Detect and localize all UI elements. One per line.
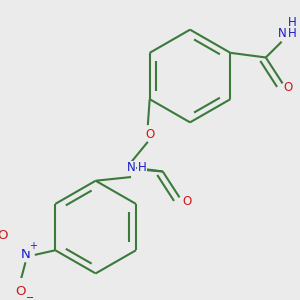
Text: N: N [278, 27, 287, 40]
Text: N: N [21, 248, 30, 261]
Text: +: + [29, 241, 37, 250]
Text: O: O [145, 128, 154, 141]
Text: O: O [284, 81, 293, 94]
Text: H: H [138, 161, 147, 174]
Text: O: O [0, 229, 8, 242]
Text: H: H [287, 27, 296, 40]
Text: N: N [127, 161, 135, 174]
Text: O: O [16, 284, 26, 298]
Text: H: H [287, 16, 296, 29]
Text: −: − [26, 293, 34, 300]
Text: O: O [182, 195, 192, 208]
